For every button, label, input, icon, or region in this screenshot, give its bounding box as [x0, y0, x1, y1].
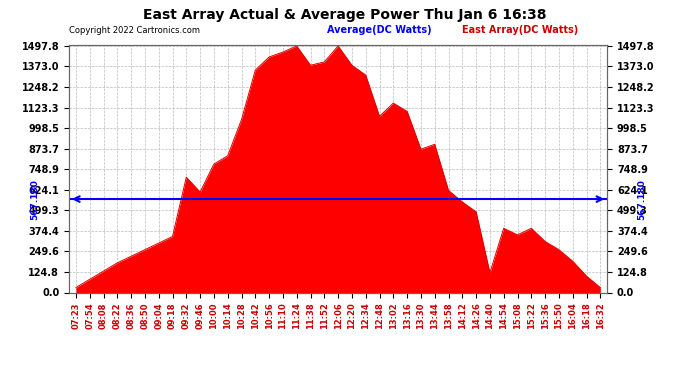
- Text: East Array Actual & Average Power Thu Jan 6 16:38: East Array Actual & Average Power Thu Ja…: [144, 8, 546, 21]
- Text: Average(DC Watts): Average(DC Watts): [327, 25, 432, 35]
- Text: East Array(DC Watts): East Array(DC Watts): [462, 25, 578, 35]
- Text: 567.180: 567.180: [30, 178, 39, 219]
- Text: Copyright 2022 Cartronics.com: Copyright 2022 Cartronics.com: [69, 26, 200, 35]
- Text: 567.180: 567.180: [637, 178, 646, 219]
